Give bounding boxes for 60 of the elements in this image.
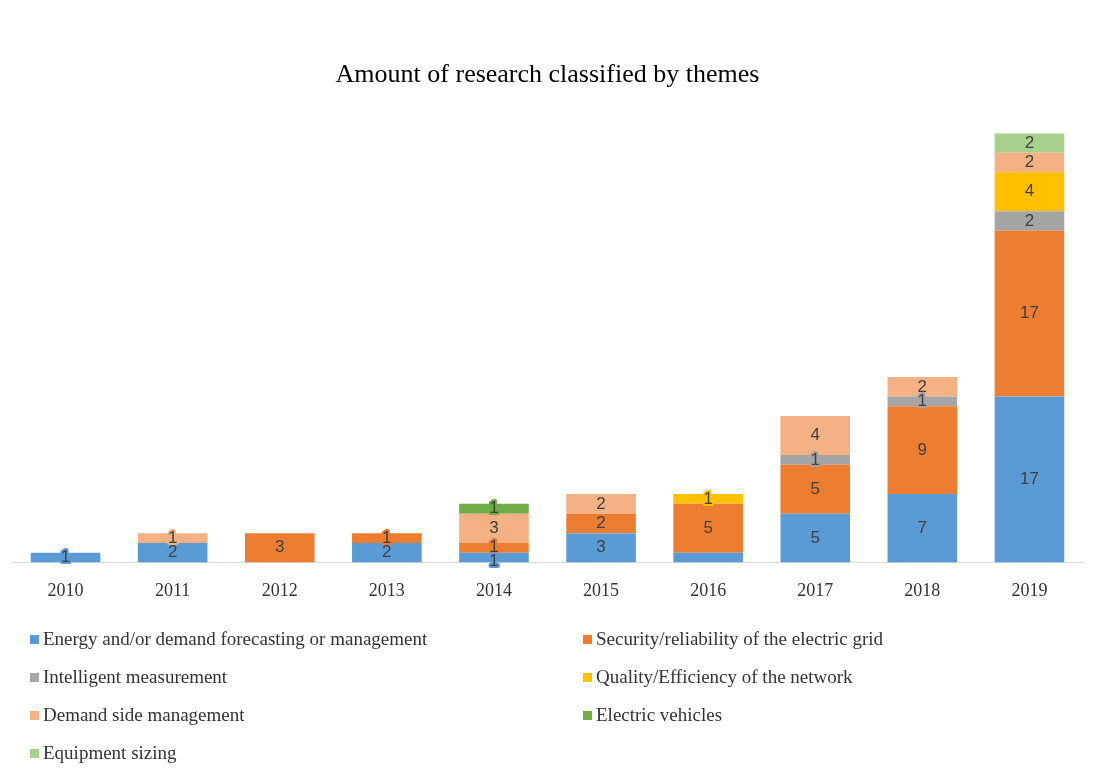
data-label: 4 — [1024, 181, 1035, 201]
legend-label: Security/reliability of the electric grid — [596, 628, 884, 650]
x-tick-label: 2019 — [1011, 579, 1048, 600]
bar — [994, 133, 1065, 153]
x-tick-label: 2018 — [904, 579, 941, 600]
bar — [780, 464, 851, 514]
data-label: 7 — [917, 517, 928, 537]
data-label: 4 — [810, 425, 820, 445]
bar — [566, 513, 636, 534]
data-label: 1 — [810, 449, 820, 469]
legend-label: Quality/Efficiency of the network — [596, 666, 853, 688]
data-label: 2 — [596, 513, 606, 533]
x-tick-label: 2011 — [154, 579, 191, 600]
x-tick-label: 2013 — [368, 579, 405, 600]
bar — [887, 406, 958, 495]
data-label: 5 — [703, 517, 713, 537]
legend-label: Electric vehicles — [596, 704, 723, 726]
legend-label: Energy and/or demand forecasting or management — [43, 628, 428, 650]
bar — [994, 172, 1065, 212]
x-tick-label: 2012 — [261, 579, 298, 600]
bar — [244, 533, 315, 563]
data-label: 1 — [60, 547, 71, 567]
bar — [566, 494, 636, 514]
legend-label: Equipment sizing — [43, 742, 177, 764]
chart-title: Amount of research classified by themes — [335, 59, 760, 89]
data-label: 3 — [596, 537, 606, 557]
data-label: 2 — [382, 542, 392, 562]
bar — [994, 152, 1065, 173]
data-label: 5 — [810, 478, 820, 498]
data-label: 2 — [1024, 132, 1035, 152]
data-label: 9 — [917, 439, 928, 459]
bar — [994, 396, 1065, 563]
data-label: 2 — [596, 493, 606, 513]
data-label: 1 — [917, 391, 928, 411]
bar — [780, 513, 851, 563]
bar — [352, 542, 422, 563]
data-label: 1 — [703, 488, 713, 508]
bar — [887, 494, 958, 563]
bar — [137, 542, 208, 563]
data-label: 1 — [489, 498, 499, 518]
data-label: 2 — [1024, 210, 1035, 230]
x-tick-label: 2015 — [583, 579, 620, 600]
legend-label: Intelligent measurement — [43, 666, 228, 688]
x-tick-label: 2010 — [47, 579, 84, 600]
data-label: 3 — [275, 537, 285, 557]
bar — [673, 552, 743, 563]
data-label: 17 — [1019, 469, 1039, 489]
x-tick-label: 2014 — [475, 579, 512, 600]
bar — [994, 230, 1065, 397]
data-label: 5 — [810, 527, 820, 547]
x-tick-label: 2016 — [690, 579, 727, 600]
bar — [994, 211, 1065, 231]
data-label: 2 — [167, 542, 178, 562]
data-label: 17 — [1019, 303, 1039, 323]
data-label: 2 — [1024, 152, 1035, 172]
legend-label: Demand side management — [43, 704, 245, 726]
x-tick-label: 2017 — [797, 579, 834, 600]
bar — [566, 533, 636, 563]
data-label: 3 — [489, 517, 499, 537]
bar — [673, 503, 743, 553]
